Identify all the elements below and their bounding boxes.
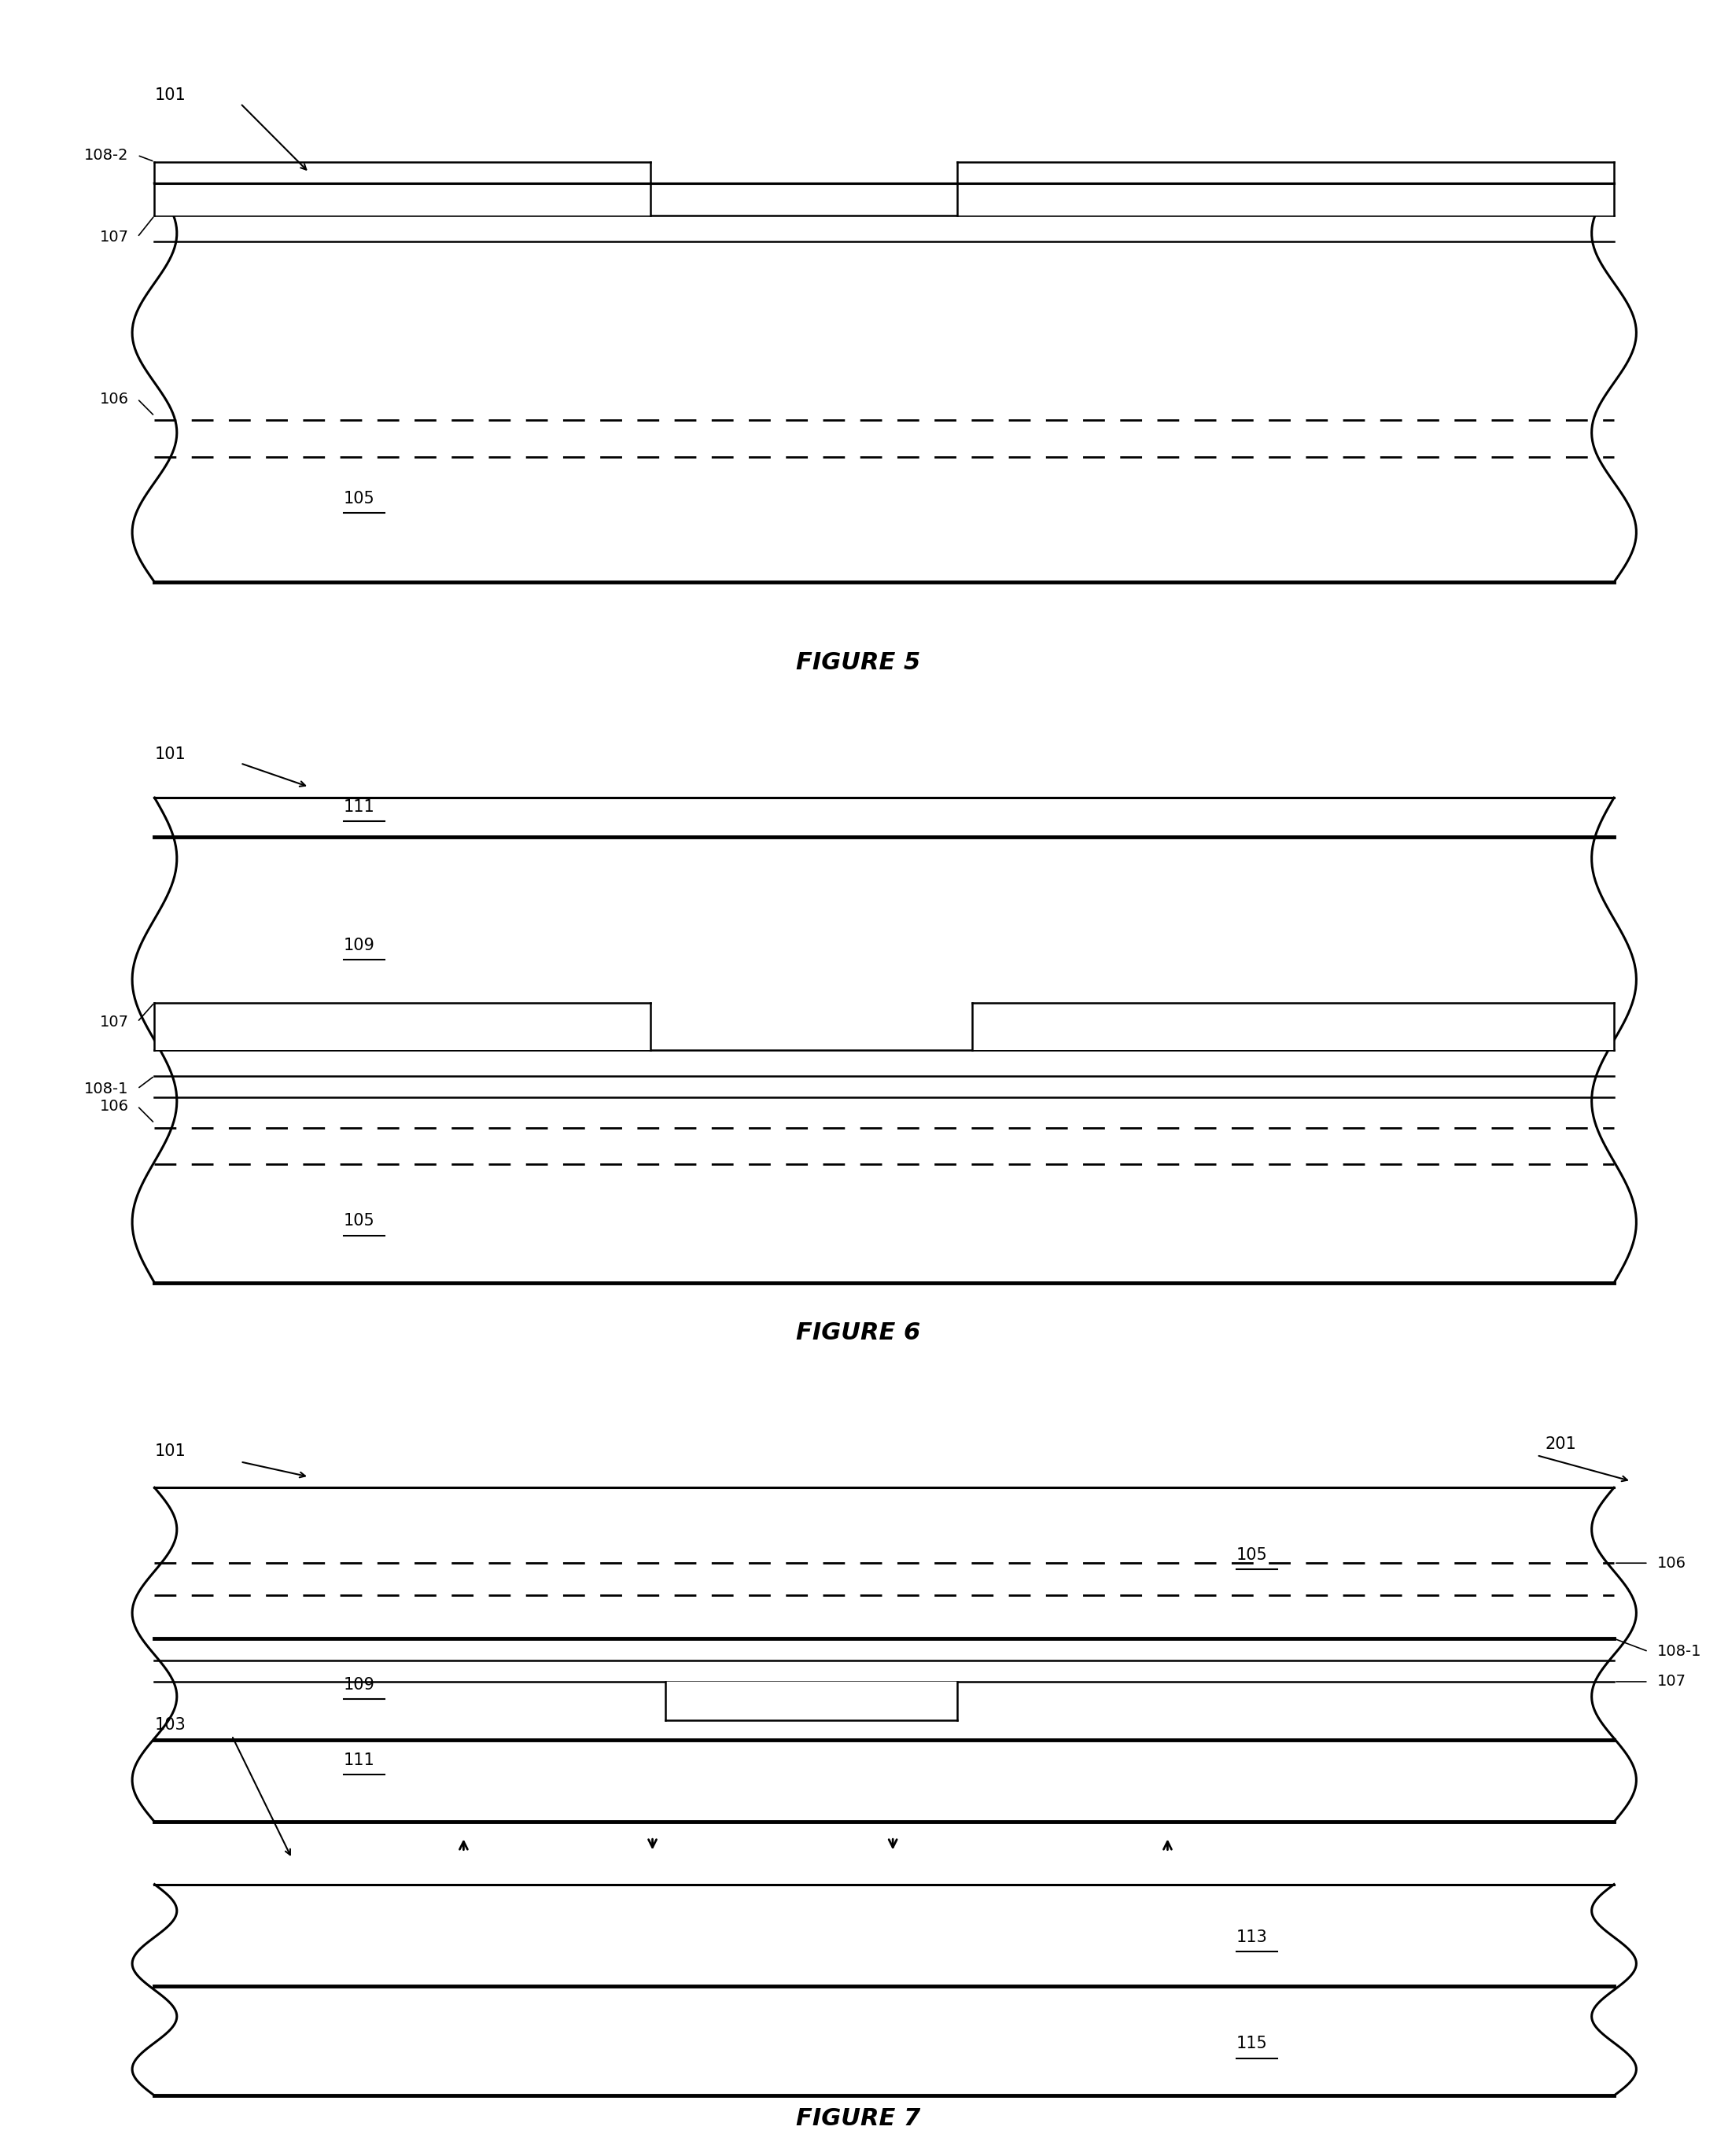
Text: 103: 103 bbox=[155, 1716, 185, 1733]
Bar bbox=[155, 1003, 651, 1050]
Text: 106: 106 bbox=[1657, 1557, 1686, 1570]
Text: 106: 106 bbox=[100, 1100, 129, 1112]
Text: 101: 101 bbox=[155, 746, 185, 763]
Text: 107: 107 bbox=[1657, 1675, 1686, 1688]
Text: 111: 111 bbox=[343, 1753, 374, 1768]
Text: 115: 115 bbox=[1236, 2035, 1267, 2053]
Text: 113: 113 bbox=[1236, 1930, 1267, 1945]
Text: 108-2: 108-2 bbox=[84, 149, 129, 162]
Text: 108-1: 108-1 bbox=[84, 1082, 129, 1095]
Bar bbox=[155, 1884, 1614, 2096]
Text: 111: 111 bbox=[343, 800, 374, 815]
Text: FIGURE 7: FIGURE 7 bbox=[797, 2106, 920, 2130]
Bar bbox=[664, 1682, 958, 1720]
Text: 201: 201 bbox=[1545, 1436, 1576, 1453]
Bar bbox=[155, 162, 651, 216]
Bar bbox=[155, 183, 1614, 582]
Text: 101: 101 bbox=[155, 86, 185, 103]
Text: 101: 101 bbox=[155, 1442, 185, 1460]
Bar bbox=[155, 1488, 1614, 1822]
Text: 105: 105 bbox=[343, 1214, 374, 1229]
Text: 107: 107 bbox=[100, 231, 129, 244]
Text: 109: 109 bbox=[343, 938, 374, 953]
Text: 105: 105 bbox=[1236, 1548, 1267, 1563]
Bar bbox=[155, 798, 1614, 1283]
Text: FIGURE 5: FIGURE 5 bbox=[797, 651, 920, 675]
Text: FIGURE 6: FIGURE 6 bbox=[797, 1322, 920, 1345]
Text: 106: 106 bbox=[100, 392, 129, 405]
Text: 109: 109 bbox=[343, 1677, 374, 1692]
Bar bbox=[958, 162, 1614, 216]
Text: 107: 107 bbox=[100, 1015, 129, 1028]
Bar bbox=[972, 1003, 1614, 1050]
Text: 108-1: 108-1 bbox=[1657, 1645, 1702, 1658]
Text: 105: 105 bbox=[343, 492, 374, 507]
